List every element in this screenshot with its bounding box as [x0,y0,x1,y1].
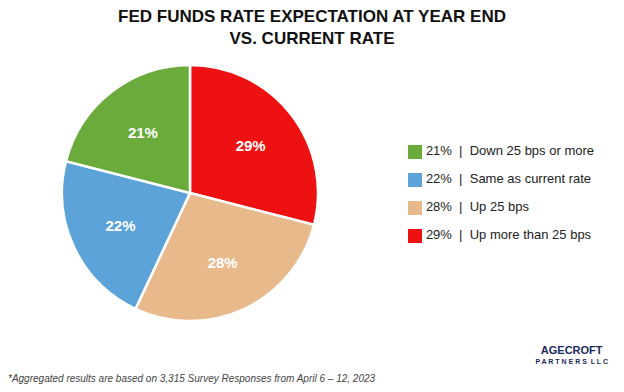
svg-text:21%: 21% [128,124,158,141]
svg-text:29%: 29% [236,137,266,154]
html-text:P A R T N E R S L L C: P A R T N E R S L L C [535,358,608,365]
html-text:VS. CURRENT RATE: VS. CURRENT RATE [229,29,395,48]
html-text:28% | Up 25 bps: 28% | Up 25 bps [425,199,529,214]
html-text:AGECROFT: AGECROFT [540,344,603,356]
html-text:*Aggregated results are based: *Aggregated results are based on 3,315 S… [8,373,376,384]
svg-text:22%: 22% [105,217,135,234]
svg-text:28%: 28% [208,254,238,271]
html-text:21% | Down 25 bps or more: 21% | Down 25 bps or more [425,143,594,158]
html-text:FED FUNDS RATE EXPECTATION AT: FED FUNDS RATE EXPECTATION AT YEAR END [118,7,506,26]
html-text:22% | Same as current rate: 22% | Same as current rate [425,171,592,186]
html-text:29% | Up more than 25 bps: 29% | Up more than 25 bps [425,227,592,242]
